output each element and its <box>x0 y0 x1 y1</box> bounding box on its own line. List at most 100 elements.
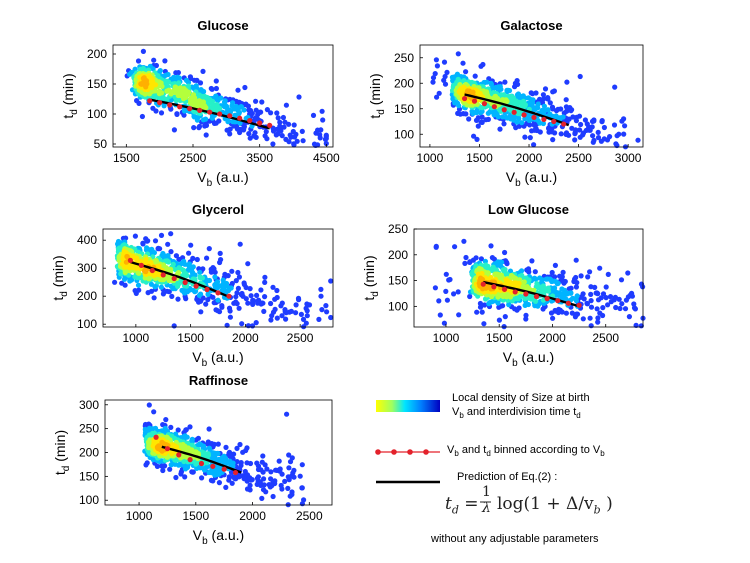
scatter-point <box>287 132 293 138</box>
scatter-point <box>561 110 567 116</box>
x-tick-label: 2500 <box>180 151 207 165</box>
scatter-point <box>185 79 192 86</box>
scatter-point <box>541 96 547 102</box>
scatter-point <box>320 117 326 123</box>
scatter-point <box>442 81 449 87</box>
binned-legend-marker <box>391 449 397 455</box>
scatter-point <box>553 113 559 119</box>
scatter-point <box>268 110 274 116</box>
scatter-point <box>252 115 258 121</box>
scatter-point <box>246 107 252 113</box>
scatter-point <box>430 75 437 81</box>
scatter-point <box>577 73 583 80</box>
scatter-point <box>201 103 208 109</box>
scatter-point <box>635 137 641 143</box>
scatter-point <box>531 142 537 148</box>
density-legend-line2: Vb and interdivision time td <box>452 406 581 421</box>
scatter-point <box>191 125 197 131</box>
y-axis-label: td (min) <box>60 73 80 118</box>
scatter-point <box>163 84 169 90</box>
scatter-point <box>270 141 276 147</box>
scatter-point <box>550 89 556 95</box>
scatter-point <box>215 97 221 103</box>
scatter-point <box>563 97 569 103</box>
scatter-point <box>434 94 440 100</box>
binned-legend-marker <box>407 449 413 455</box>
scatter-point <box>434 63 440 69</box>
chart-title: Galactose <box>500 18 562 33</box>
scatter-point <box>580 130 587 136</box>
scatter-point <box>234 126 240 132</box>
scatter-point <box>282 119 288 125</box>
scatter-point <box>582 117 589 123</box>
scatter-point <box>478 63 484 69</box>
scatter-point <box>203 132 209 138</box>
scatter-point <box>196 101 203 107</box>
scatter-point <box>135 58 142 64</box>
binned-point <box>197 107 203 113</box>
scatter-point <box>235 87 241 93</box>
scatter-point <box>273 132 279 138</box>
binned-point <box>267 122 273 128</box>
scatter-point <box>430 79 436 85</box>
scatter-point <box>542 86 549 92</box>
scatter-point <box>227 126 233 132</box>
scatter-point <box>322 136 328 142</box>
scatter-point <box>291 122 297 128</box>
binned-legend-marker <box>423 449 429 455</box>
scatter-point <box>253 107 259 113</box>
scatter-point <box>463 69 469 75</box>
scatter-point <box>622 123 628 129</box>
scatter-point <box>158 110 165 116</box>
scatter-point <box>318 127 324 133</box>
scatter-point <box>528 90 534 96</box>
scatter-point <box>591 137 597 143</box>
scatter-point <box>590 133 596 139</box>
scatter-point <box>455 110 461 116</box>
footnote: without any adjustable parameters <box>431 533 599 545</box>
chart-title: Glucose <box>197 18 248 33</box>
scatter-point <box>241 107 247 113</box>
scatter-point <box>317 135 323 141</box>
scatter-point <box>474 136 480 142</box>
scatter-point <box>203 116 209 122</box>
scatter-point <box>139 113 145 120</box>
x-tick-label: 1500 <box>113 151 140 165</box>
scatter-point <box>142 81 148 87</box>
density-legend-line1: Local density of Size at birth <box>452 392 590 404</box>
scatter-point <box>614 133 620 139</box>
scatter-point <box>151 57 157 63</box>
scatter-point <box>558 131 564 137</box>
scatter-cloud <box>124 48 329 148</box>
scatter-point <box>168 91 174 97</box>
scatter-point <box>200 68 206 74</box>
binned-point <box>147 98 153 104</box>
scatter-point <box>613 141 619 147</box>
y-tick-label: 200 <box>87 47 107 61</box>
scatter-point <box>601 124 608 131</box>
scatter-point <box>296 94 302 100</box>
scatter-point <box>568 108 574 114</box>
scatter-point <box>578 121 584 128</box>
scatter-point <box>501 121 507 127</box>
scatter-point <box>463 111 469 117</box>
scatter-point <box>286 139 292 145</box>
scatter-point <box>475 123 481 129</box>
scatter-point <box>619 118 625 124</box>
binned-point <box>167 102 173 108</box>
axes-frame <box>112 44 334 148</box>
scatter-point <box>497 126 503 132</box>
scatter-point <box>270 128 277 134</box>
scatter-point <box>514 101 520 107</box>
scatter-point <box>216 118 222 124</box>
scatter-point <box>150 66 156 72</box>
scatter-point <box>299 128 305 134</box>
scatter-point <box>323 140 329 147</box>
scatter-point <box>479 108 485 114</box>
scatter-point <box>292 134 298 140</box>
scatter-point <box>156 88 162 94</box>
scatter-point <box>279 133 285 139</box>
scatter-point <box>319 108 325 114</box>
scatter-point <box>455 51 461 57</box>
y-tick-label: 100 <box>87 107 107 121</box>
